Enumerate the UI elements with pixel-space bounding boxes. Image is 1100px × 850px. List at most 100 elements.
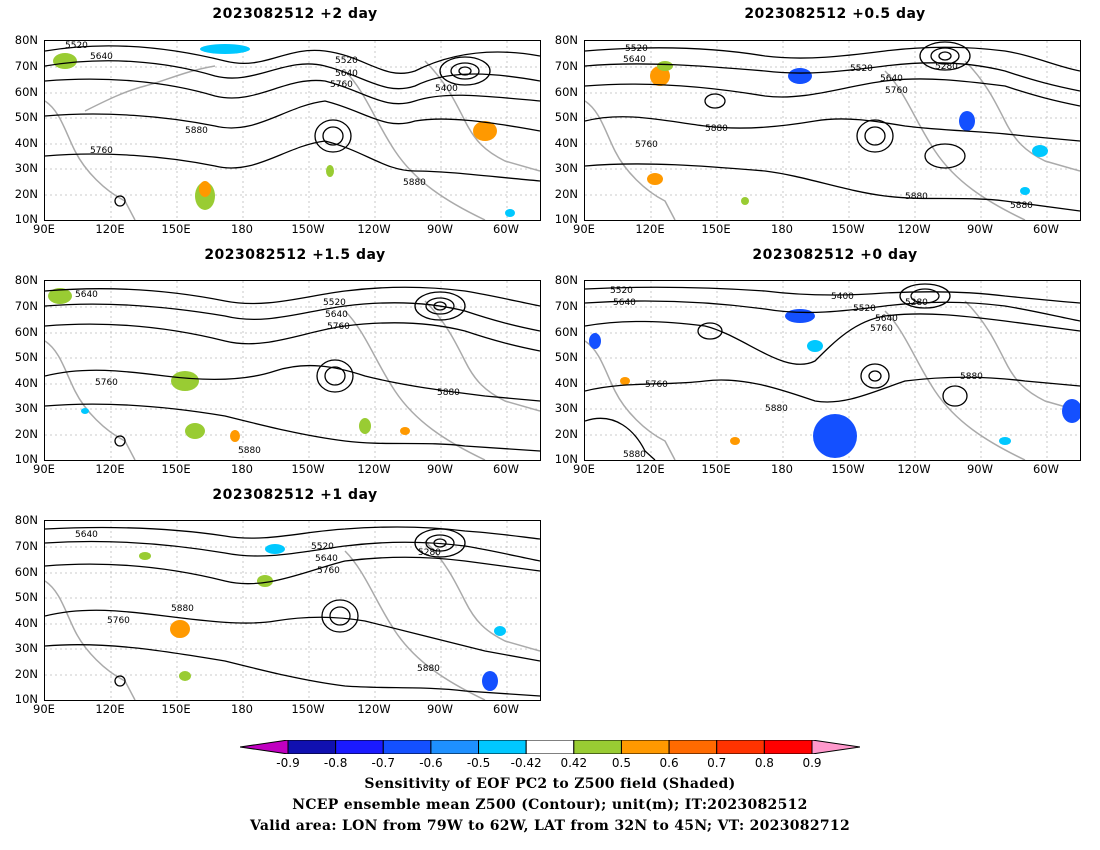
panel-title: 2023082512 +1 day [212,487,378,503]
lon-label: 150W [831,462,865,476]
lon-label: 90E [573,222,595,236]
lat-label: 30N [554,161,578,175]
colorbar-tick-label: 0.8 [754,756,774,770]
lat-label: 10N [554,452,578,466]
colorbar-tick-label: -0.7 [371,756,395,770]
contour-label: 5640 [90,52,113,62]
lon-label: 150E [161,702,191,716]
lat-label: 10N [14,452,38,466]
colorbar-tick-label: 0.7 [707,756,727,770]
contour-label: 5880 [171,604,194,614]
contour-label: 5640 [75,290,98,300]
lat-label: 50N [554,110,578,124]
contour-label: 5640 [875,314,898,324]
lat-label: 40N [14,376,38,390]
lon-label: 180 [771,462,793,476]
colorbar-tick-label: 0.42 [560,756,588,770]
contour-label: 5640 [880,74,903,84]
map-plot: 5640 5520 5640 5760 5280 5880 5760 5880 [44,520,541,701]
lon-label: 60W [492,222,520,236]
lon-label: 90W [426,222,454,236]
contour-label: 5640 [623,55,646,65]
colorbar-segment [620,740,670,754]
lon-label: 120E [635,222,665,236]
contour-label: 5760 [317,566,340,576]
lon-label: 150E [701,462,731,476]
lon-label: 90E [33,462,55,476]
lon-label: 60W [492,462,520,476]
lon-label: 120W [357,222,391,236]
contour-label: 5760 [327,322,350,332]
contour-label: 5760 [635,140,658,150]
lat-label: 40N [14,136,38,150]
contour-label: 5880 [185,126,208,136]
lat-label: 80N [554,273,578,287]
contour-label: 5880 [905,192,928,202]
colorbar-segment [478,740,527,754]
lat-label: 30N [14,641,38,655]
contour-label: 5880 [437,388,460,398]
panel-title: 2023082512 +2 day [212,6,378,22]
contour-label: 5760 [95,378,118,388]
lat-label: 40N [14,616,38,630]
lat-label: 80N [554,33,578,47]
lat-label: 30N [14,401,38,415]
contour-label: 5520 [610,286,633,296]
lon-label: 120E [95,222,125,236]
map-svg: 5520 5640 5520 5640 5760 5280 5880 5760 … [585,41,1080,220]
colorbar-segment [763,740,813,754]
colorbar-segment [335,740,384,754]
contour-label: 5520 [853,304,876,314]
lon-label: 60W [1032,222,1060,236]
lat-label: 20N [14,427,38,441]
map-plot: 5520 5640 5400 5280 5520 5640 5760 5760 … [584,280,1081,461]
contour-label: 5880 [623,450,646,460]
lon-label: 120E [635,462,665,476]
contour-label: 5760 [330,80,353,90]
colorbar-segment [573,740,622,754]
lat-label: 60N [14,325,38,339]
map-svg: 5640 5520 5640 5760 5760 5880 5880 [45,281,540,460]
lat-label: 20N [554,427,578,441]
lon-label: 90W [966,462,994,476]
lon-label: 150E [701,222,731,236]
colorbar-tick-label: 0.6 [659,756,679,770]
lon-label: 150W [831,222,865,236]
contour-label: 5880 [960,372,983,382]
map-plot: 5520 5640 5520 5640 5760 5400 5880 5760 … [44,40,541,221]
lon-label: 90E [33,222,55,236]
contour-label: 5760 [870,324,893,334]
lon-label: 180 [231,222,253,236]
footer-line3: Valid area: LON from 79W to 62W, LAT fro… [249,818,851,834]
lon-label: 150E [161,222,191,236]
colorbar-segment [716,740,765,754]
lat-label: 70N [554,299,578,313]
colorbar-right-arrow [811,740,860,754]
lon-label: 120E [95,702,125,716]
lon-label: 150W [291,462,325,476]
lat-label: 30N [554,401,578,415]
lon-label: 120W [357,702,391,716]
lat-label: 20N [554,187,578,201]
lat-label: 80N [14,33,38,47]
lat-label: 10N [554,212,578,226]
contour-label: 5640 [75,530,98,540]
lon-label: 90W [426,462,454,476]
contour-label: 5880 [403,178,426,188]
lon-label: 150W [291,702,325,716]
map-plot: 5640 5520 5640 5760 5760 5880 5880 [44,280,541,461]
contour-label: 5280 [935,62,958,72]
lon-label: 120W [897,222,931,236]
panel-title: 2023082512 +0.5 day [744,6,926,22]
lon-label: 90W [966,222,994,236]
lon-label: 90W [426,702,454,716]
lon-label: 90E [33,702,55,716]
lat-label: 70N [14,59,38,73]
contour-label: 5760 [645,380,668,390]
footer-line2: NCEP ensemble mean Z500 (Contour); unit(… [292,797,808,813]
contour-label: 5640 [325,310,348,320]
contour-label: 5760 [107,616,130,626]
lat-label: 70N [554,59,578,73]
contour-label: 5880 [765,404,788,414]
lat-label: 80N [14,513,38,527]
